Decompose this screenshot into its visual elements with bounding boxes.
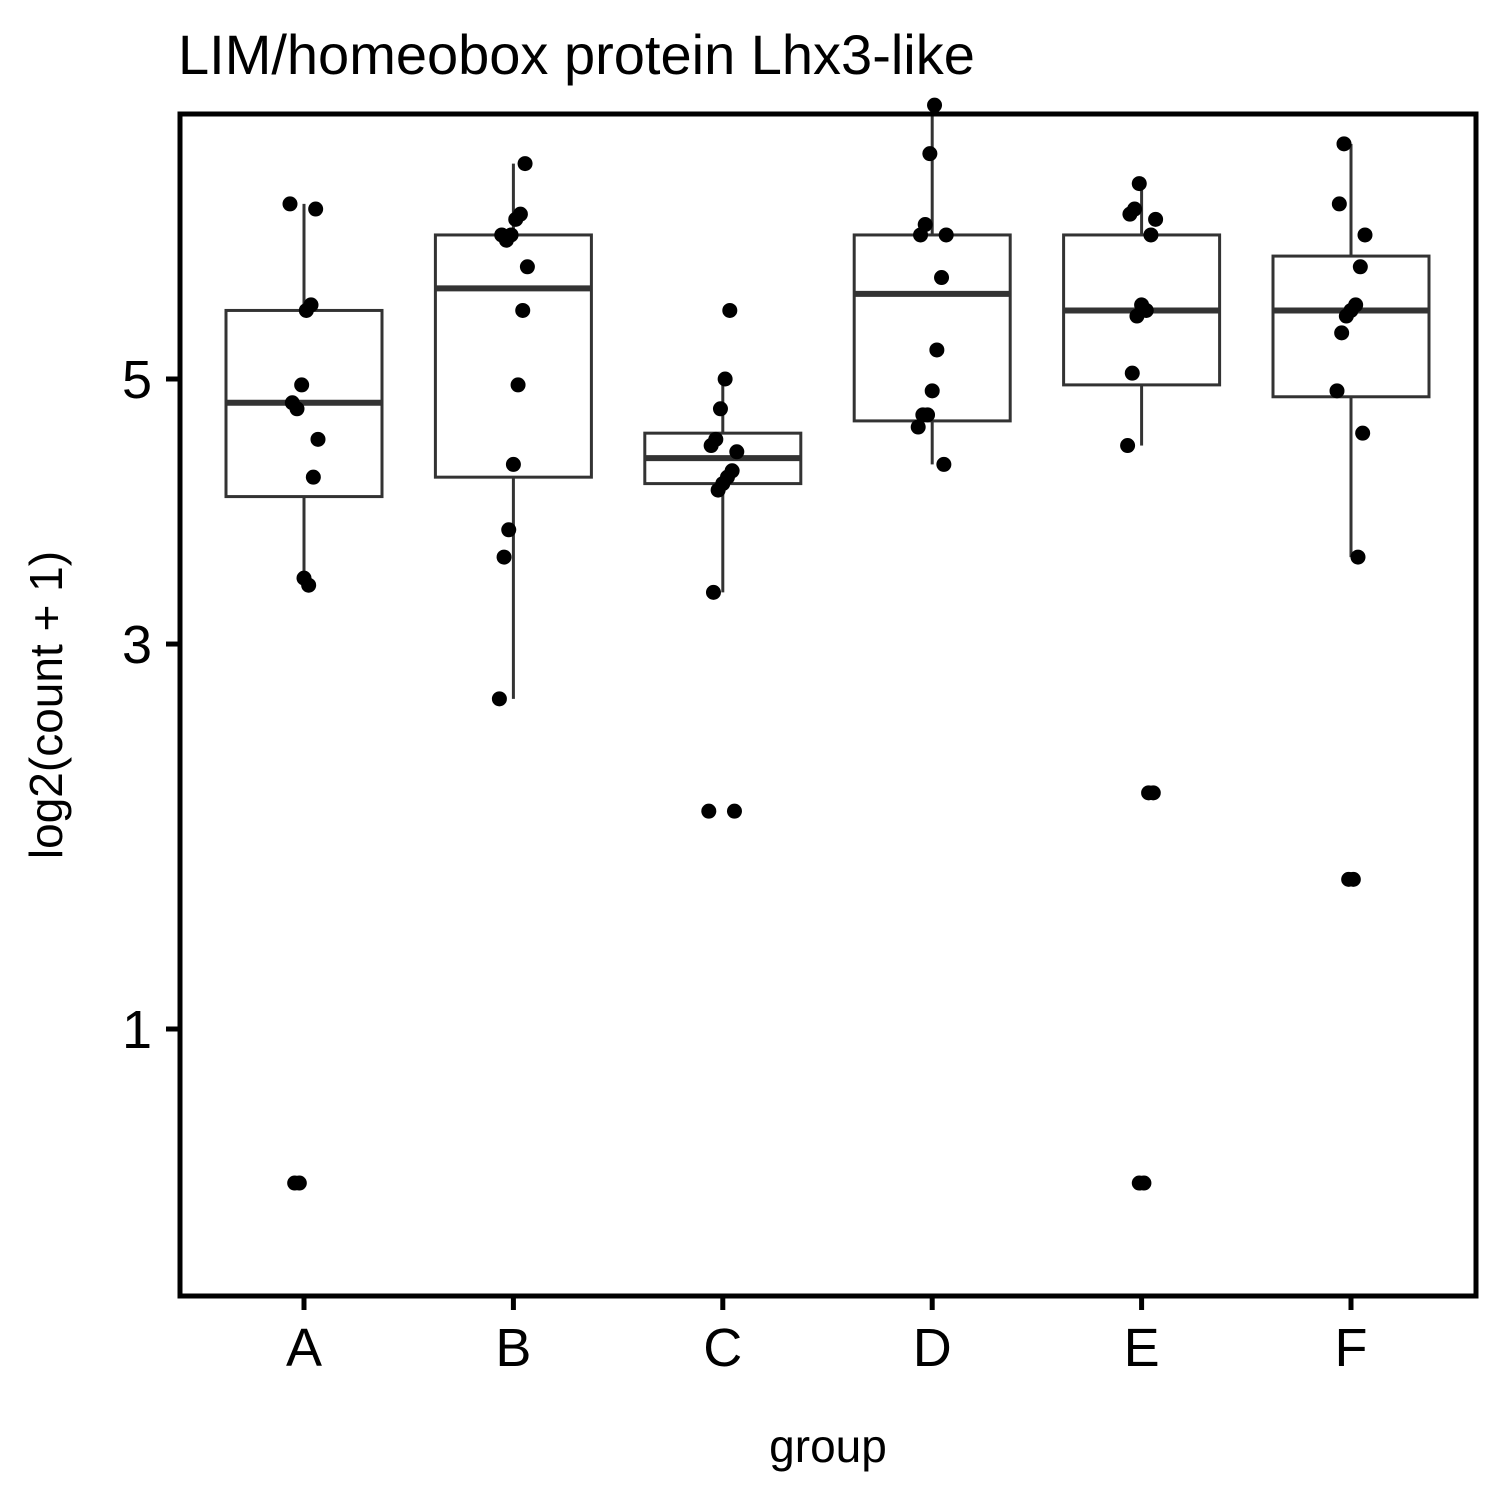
data-point [1334, 325, 1350, 341]
data-point [924, 383, 940, 399]
data-point [296, 570, 312, 586]
data-point [701, 803, 717, 819]
data-point [910, 419, 926, 435]
data-point [1355, 425, 1371, 441]
x-tick-label: C [703, 1318, 742, 1378]
axis-layer: 1 3 5 A B C D E F [122, 350, 1368, 1378]
data-point [1120, 438, 1136, 454]
box-iqr [1271, 254, 1431, 399]
data-point [722, 302, 738, 318]
data-point [934, 270, 950, 286]
data-point [936, 456, 952, 472]
data-point [729, 444, 745, 460]
box-F [1271, 143, 1431, 558]
data-point [703, 438, 719, 454]
data-point [1357, 227, 1373, 243]
data-point [294, 377, 310, 393]
data-point [287, 1175, 303, 1191]
data-point [1129, 308, 1145, 324]
data-point [508, 211, 524, 227]
x-tick-label: B [495, 1318, 531, 1378]
data-point [505, 456, 521, 472]
data-point [705, 584, 721, 600]
y-tick-label: 3 [122, 615, 152, 675]
data-point [929, 342, 945, 358]
data-point [308, 201, 324, 217]
box-iqr [433, 233, 593, 479]
data-point [519, 259, 535, 275]
data-point [1131, 1175, 1147, 1191]
data-point [494, 227, 510, 243]
data-point [712, 401, 728, 417]
data-point [298, 302, 314, 318]
x-tick-label: A [286, 1318, 322, 1378]
data-point [1338, 308, 1354, 324]
data-point [913, 227, 929, 243]
x-tick-label: E [1124, 1318, 1160, 1378]
data-point [1124, 365, 1140, 381]
data-point [1350, 549, 1366, 565]
data-point [726, 803, 742, 819]
data-point [1329, 383, 1345, 399]
box-A [224, 203, 384, 586]
data-point [305, 469, 321, 485]
box-B [433, 163, 593, 699]
plot-layer [224, 97, 1431, 1191]
data-point [310, 431, 326, 447]
data-point [938, 227, 954, 243]
x-axis-label: group [769, 1420, 887, 1472]
data-point [1336, 136, 1352, 152]
data-point [1341, 871, 1357, 887]
data-point [284, 395, 300, 411]
data-point [510, 377, 526, 393]
data-point [922, 146, 938, 162]
data-point [1131, 176, 1147, 192]
data-point [1331, 196, 1347, 212]
data-point [282, 196, 298, 212]
data-point [710, 482, 726, 498]
data-point [1148, 211, 1164, 227]
x-tick-label: D [913, 1318, 952, 1378]
data-point [1122, 206, 1138, 222]
data-point [491, 691, 507, 707]
data-point [496, 549, 512, 565]
data-point [517, 156, 533, 172]
data-point [1143, 227, 1159, 243]
plot-frame [177, 111, 1479, 1299]
data-point [915, 407, 931, 423]
y-tick-label: 5 [122, 350, 152, 410]
chart-title: LIM/homeobox protein Lhx3-like [178, 23, 975, 86]
data-point [1352, 259, 1368, 275]
data-point [501, 522, 517, 538]
data-point [1141, 785, 1157, 801]
y-axis-label: log2(count + 1) [20, 551, 72, 859]
data-point [927, 97, 943, 113]
y-tick-label: 1 [122, 1000, 152, 1060]
x-tick-label: F [1335, 1318, 1368, 1378]
data-point [717, 371, 733, 387]
data-point [515, 302, 531, 318]
